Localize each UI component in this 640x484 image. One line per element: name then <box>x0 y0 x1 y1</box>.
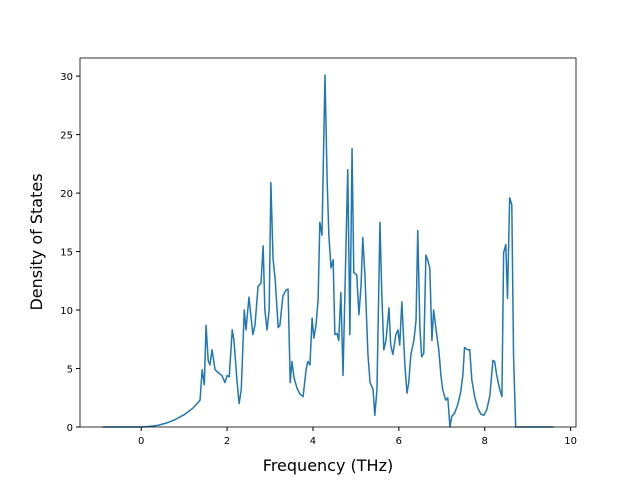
x-tick-label: 2 <box>224 436 230 447</box>
y-axis-label: Density of States <box>27 173 46 310</box>
y-tick-label: 20 <box>60 189 73 200</box>
x-tick-label: 0 <box>138 436 144 447</box>
y-tick-label: 30 <box>60 72 73 83</box>
y-tick-label: 25 <box>60 131 73 142</box>
line-series <box>102 74 554 428</box>
x-tick-label: 8 <box>482 436 488 447</box>
x-tick-label: 10 <box>564 436 577 447</box>
x-axis-label: Frequency (THz) <box>263 456 393 475</box>
x-tick-label: 4 <box>310 436 316 447</box>
y-tick-label: 15 <box>60 248 73 259</box>
plot-frame <box>79 57 577 428</box>
x-tick-label: 6 <box>396 436 402 447</box>
y-tick-label: 5 <box>67 365 73 376</box>
y-tick-label: 10 <box>60 306 73 317</box>
y-tick-label: 0 <box>67 423 73 434</box>
